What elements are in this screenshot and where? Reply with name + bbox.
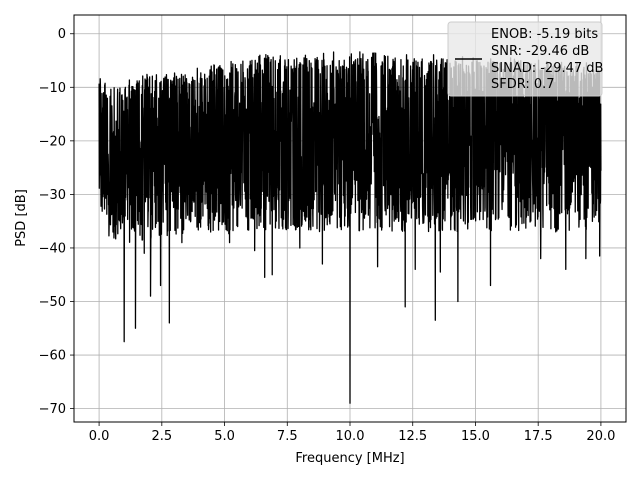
y-tick-label: −10 xyxy=(39,81,66,96)
x-tick-label: 0.0 xyxy=(89,429,110,444)
x-axis-ticks: 0.0 2.5 5.0 7.5 10.0 12.5 15.0 17.5 20.0 xyxy=(89,422,615,444)
x-tick-label: 20.0 xyxy=(586,429,615,444)
y-tick-label: 0 xyxy=(58,27,66,42)
x-tick-label: 10.0 xyxy=(336,429,365,444)
y-tick-label: −50 xyxy=(39,295,66,310)
x-tick-label: 2.5 xyxy=(151,429,172,444)
y-tick-label: −60 xyxy=(39,349,66,364)
legend-box xyxy=(447,21,603,97)
x-tick-label: 12.5 xyxy=(398,429,427,444)
legend-sinad: SINAD: -29.47 dB xyxy=(491,61,603,76)
y-tick-label: −30 xyxy=(39,188,66,203)
y-tick-label: −40 xyxy=(39,241,66,256)
legend-snr: SNR: -29.46 dB xyxy=(491,44,589,59)
legend-enob: ENOB: -5.19 bits xyxy=(491,27,598,42)
x-tick-label: 15.0 xyxy=(461,429,490,444)
y-axis-ticks: 0 −10 −20 −30 −40 −50 −60 −70 xyxy=(39,27,74,417)
x-tick-label: 5.0 xyxy=(214,429,235,444)
x-tick-label: 7.5 xyxy=(277,429,298,444)
y-axis-label: PSD [dB] xyxy=(14,189,29,247)
legend-sfdr: SFDR: 0.7 xyxy=(491,77,555,92)
x-tick-label: 17.5 xyxy=(524,429,553,444)
legend: ENOB: -5.19 bits SNR: -29.46 dB SINAD: -… xyxy=(447,21,603,97)
y-tick-label: −20 xyxy=(39,134,66,149)
x-axis-label: Frequency [MHz] xyxy=(295,451,404,466)
y-tick-label: −70 xyxy=(39,402,66,417)
plot-area xyxy=(98,51,602,404)
psd-series-line xyxy=(98,51,602,404)
